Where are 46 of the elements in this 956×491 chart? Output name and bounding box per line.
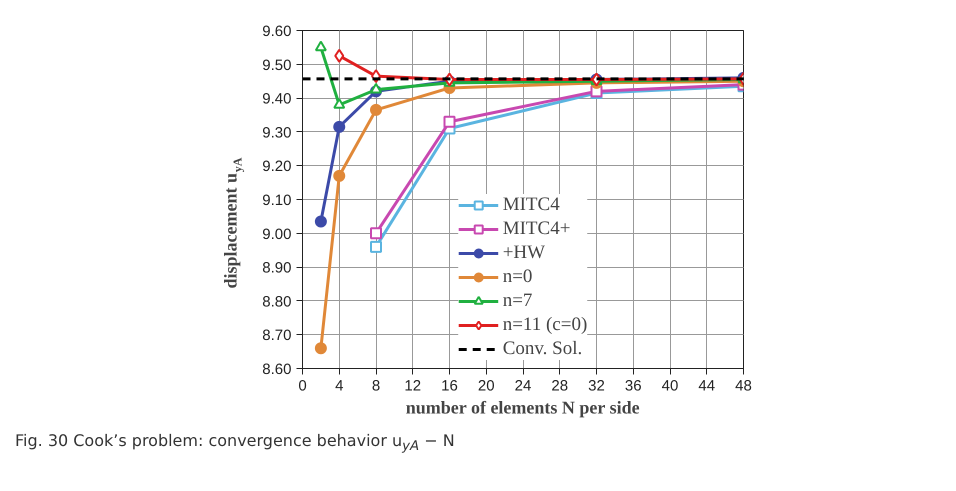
x-tick-label: 44 bbox=[698, 378, 716, 394]
x-tick-label: 40 bbox=[662, 378, 678, 394]
y-tick-label: 9.40 bbox=[262, 90, 292, 108]
y-tick-label: 8.90 bbox=[262, 260, 292, 277]
x-tick-label: 28 bbox=[551, 378, 568, 394]
point bbox=[334, 48, 344, 63]
y-tick-label: 9.20 bbox=[262, 158, 292, 176]
point bbox=[333, 120, 346, 133]
y-tick-label: 9.00 bbox=[262, 226, 292, 243]
point bbox=[314, 215, 327, 228]
caption: Fig. 30 Cook’s problem: convergence behavior u$_{yA}$ − N bbox=[15, 430, 455, 456]
x-tick-label: 48 bbox=[735, 378, 752, 394]
legend-label: Conv. Sol. bbox=[502, 338, 582, 360]
x-tick-label: 20 bbox=[478, 378, 495, 394]
x-tick-label: 32 bbox=[588, 378, 605, 394]
y-tick-label: 8.70 bbox=[262, 327, 292, 344]
point bbox=[314, 342, 327, 354]
legend-label: MITC4 bbox=[502, 194, 560, 216]
y-tick-label: 9.50 bbox=[262, 56, 292, 74]
x-tick-label: 0 bbox=[298, 378, 307, 394]
y-tick-label: 9.60 bbox=[262, 23, 292, 40]
legend-label: n=11 (c=0) bbox=[502, 314, 588, 336]
x-tick-label: 24 bbox=[514, 378, 532, 394]
y-tick-label: 8.60 bbox=[262, 361, 292, 378]
x-tick-label: 8 bbox=[372, 378, 380, 394]
legend-label: +HW bbox=[502, 242, 546, 264]
legend-label: n=0 bbox=[502, 266, 532, 288]
x-tick-label: 4 bbox=[335, 378, 344, 394]
legend-label: MITC4+ bbox=[502, 218, 570, 240]
x-tick-label: 36 bbox=[624, 378, 642, 394]
point bbox=[333, 170, 346, 182]
point bbox=[314, 40, 327, 52]
x-tick-label: 16 bbox=[441, 378, 458, 394]
y-tick-label: 8.80 bbox=[262, 293, 292, 310]
y-tick-label: 9.30 bbox=[262, 124, 292, 142]
legend-label: n=7 bbox=[502, 290, 532, 312]
point bbox=[370, 240, 382, 253]
y-axis-title: displacement uyA bbox=[220, 157, 244, 288]
point bbox=[333, 98, 346, 109]
point bbox=[444, 116, 456, 128]
x-tick-label: 12 bbox=[404, 378, 422, 394]
y-tick-label: 9.10 bbox=[262, 192, 292, 209]
x-axis-title: number of elements N per side bbox=[406, 398, 640, 418]
point bbox=[370, 104, 382, 116]
point bbox=[370, 227, 382, 240]
point bbox=[370, 82, 382, 94]
